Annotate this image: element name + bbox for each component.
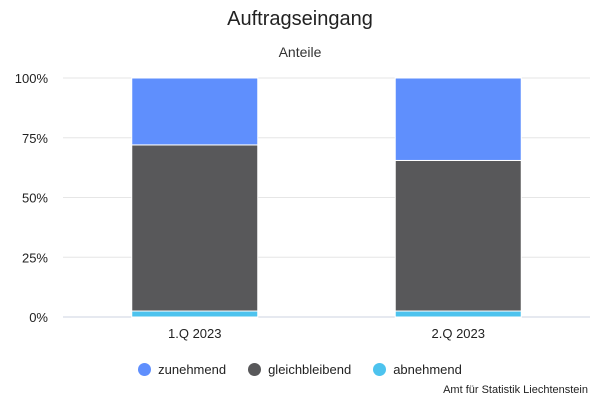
legend-marker [373,363,387,376]
y-tick-label: 50% [22,191,48,206]
bar-segment-gleichbleibend [394,159,522,312]
bar-segment-abnehmend [131,310,259,318]
legend-label: zunehmend [158,362,227,377]
bar-segment-zunehmend [131,77,259,146]
legend-label: abnehmend [393,362,462,377]
chart-legend: zunehmend gleichbleibend abnehmend [0,362,600,377]
y-tick-label: 75% [22,131,48,146]
legend-item-abnehmend[interactable]: abnehmend [373,362,462,377]
x-tick-label: 1.Q 2023 [168,326,222,341]
x-tick-label: 2.Q 2023 [432,326,486,341]
legend-item-gleichbleibend[interactable]: gleichbleibend [248,362,351,377]
bar-segment-abnehmend [394,310,522,318]
legend-label: gleichbleibend [268,362,352,377]
y-tick-label: 25% [22,250,48,265]
bar-segment-gleichbleibend [131,144,259,312]
chart-subtitle: Anteile [278,44,322,60]
legend-marker [138,363,152,376]
y-tick-label: 0% [29,310,48,325]
legend-item-zunehmend[interactable]: zunehmend [138,362,226,377]
chart-title: Auftragseingang [227,8,373,30]
y-tick-label: 100% [15,71,49,86]
bar-segment-zunehmend [394,77,522,161]
legend-marker [248,363,262,376]
source-credit: Amt für Statistik Liechtenstein [443,384,588,396]
